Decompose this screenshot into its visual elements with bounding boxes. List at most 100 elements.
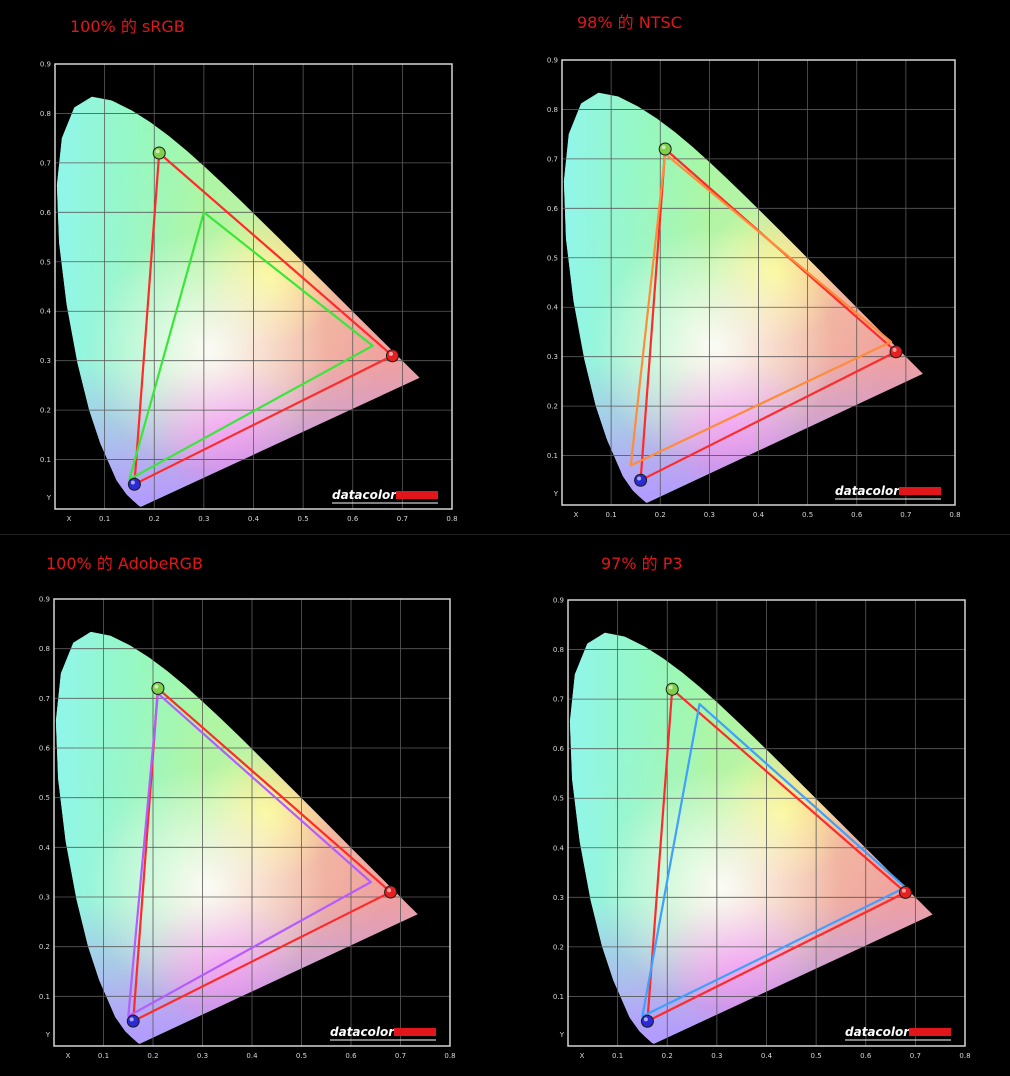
y-tick-label: 0.2	[39, 943, 50, 951]
x-tick-label: 0.6	[860, 1052, 872, 1060]
x-tick-label: 0.3	[198, 515, 209, 523]
panel-divider	[0, 534, 1010, 535]
y-tick-label: 0.8	[39, 645, 50, 653]
y-tick-label: 0.5	[553, 795, 564, 803]
primary-marker-highlight	[637, 476, 642, 481]
y-tick-label: 0.1	[40, 456, 51, 464]
datacolor-logo-bar	[909, 1028, 951, 1036]
x-tick-label: 0.3	[704, 511, 715, 519]
x-tick-label: 0.8	[444, 1052, 455, 1060]
y-axis-label: Y	[46, 494, 52, 502]
cie-chart-adobergb: 0.1 0.2 0.3 0.4 0.5 0.6 0.7 0.8 0.1 0.2 0.3 0.4 0.5 0…	[39, 596, 456, 1061]
y-tick-label: 0.3	[547, 353, 558, 361]
primary-marker-highlight	[892, 347, 897, 352]
primary-marker-highlight	[129, 1017, 134, 1022]
x-tick-label: 0.6	[347, 515, 359, 523]
x-tick-label: 0.2	[655, 511, 666, 519]
datacolor-logo-bar	[899, 487, 941, 495]
primary-marker-highlight	[661, 145, 666, 150]
primary-marker	[127, 477, 141, 491]
y-tick-label: 0.9	[39, 596, 50, 604]
x-tick-label: 0.2	[149, 515, 160, 523]
x-tick-label: 0.7	[900, 511, 911, 519]
primary-marker-highlight	[130, 480, 135, 485]
y-tick-label: 0.8	[553, 646, 564, 654]
x-tick-label: 0.2	[147, 1052, 158, 1060]
y-tick-label: 0.5	[40, 258, 51, 266]
x-tick-label: 0.1	[98, 1052, 109, 1060]
cie-chart-ntsc: 0.1 0.2 0.3 0.4 0.5 0.6 0.7 0.8 0.1 0.2 0.3 0.4 0.5 0…	[547, 57, 961, 520]
reference-gamut-triangle	[127, 692, 372, 1018]
plot-frame	[567, 599, 966, 1047]
primary-marker	[634, 473, 648, 487]
datacolor-logo: datacolor	[835, 484, 900, 498]
y-axis-label: Y	[553, 490, 559, 498]
x-axis-label: X	[66, 1052, 71, 1060]
x-tick-label: 0.5	[811, 1052, 822, 1060]
x-axis-label: X	[580, 1052, 585, 1060]
primary-marker	[126, 1014, 140, 1028]
y-tick-label: 0.6	[39, 745, 51, 753]
y-tick-label: 0.2	[40, 407, 51, 415]
primary-marker-highlight	[643, 1017, 648, 1022]
y-tick-label: 0.3	[553, 894, 564, 902]
y-tick-label: 0.6	[547, 205, 559, 213]
chart-panel-srgb: 100% 的 sRGB 0.1 0.2 0.3 0.4 0.5 0.6 0.7 0.8 0.1 0…	[0, 0, 505, 538]
x-tick-label: 0.4	[248, 515, 260, 523]
x-tick-label: 0.7	[910, 1052, 921, 1060]
x-tick-label: 0.8	[949, 511, 960, 519]
y-tick-label: 0.9	[547, 57, 558, 65]
y-axis-label: Y	[45, 1031, 51, 1039]
primary-marker-highlight	[388, 351, 393, 356]
datacolor-logo: datacolor	[330, 1025, 395, 1039]
x-tick-label: 0.2	[662, 1052, 673, 1060]
y-tick-label: 0.1	[547, 452, 558, 460]
y-tick-label: 0.3	[39, 894, 50, 902]
y-tick-label: 0.2	[547, 403, 558, 411]
x-tick-label: 0.8	[446, 515, 457, 523]
grid	[562, 60, 955, 505]
chart-panel-p3: 97% 的 P3 0.1 0.2 0.3 0.4 0.5 0.6 0.7 0.8 0.1 0.2 0…	[505, 538, 1010, 1076]
primary-marker-highlight	[668, 685, 673, 690]
primary-marker	[151, 681, 165, 695]
plot-frame	[53, 598, 451, 1047]
datacolor-logo-bar	[396, 491, 438, 499]
grid	[55, 64, 452, 509]
y-tick-label: 0.5	[39, 794, 50, 802]
x-tick-label: 0.6	[345, 1052, 357, 1060]
x-tick-label: 0.1	[99, 515, 110, 523]
y-tick-label: 0.4	[39, 844, 51, 852]
y-tick-label: 0.1	[553, 993, 564, 1001]
y-tick-label: 0.4	[553, 844, 565, 852]
reference-gamut-triangle	[641, 703, 907, 1018]
y-tick-label: 0.7	[547, 155, 558, 163]
measured-gamut-triangle	[132, 687, 392, 1023]
y-tick-label: 0.6	[553, 745, 565, 753]
chart-title: 100% 的 AdobeRGB	[46, 554, 204, 573]
primary-marker	[384, 885, 398, 899]
primary-marker	[665, 682, 679, 696]
datacolor-logo: datacolor	[332, 488, 397, 502]
x-tick-label: 0.6	[851, 511, 863, 519]
y-tick-label: 0.4	[547, 304, 559, 312]
plot-frame	[54, 63, 453, 510]
grid	[568, 600, 965, 1046]
primary-marker-highlight	[154, 684, 159, 689]
x-tick-label: 0.3	[197, 1052, 208, 1060]
y-tick-label: 0.7	[40, 159, 51, 167]
y-tick-label: 0.1	[39, 993, 50, 1001]
primary-marker-highlight	[155, 149, 160, 154]
y-tick-label: 0.7	[553, 696, 564, 704]
chromaticity-diagram	[569, 632, 933, 1044]
chart-panel-ntsc: 98% 的 NTSC 0.1 0.2 0.3 0.4 0.5 0.6 0.7 0.8 0.1 0.…	[505, 0, 1010, 538]
primary-marker-highlight	[901, 888, 906, 893]
reference-gamut-triangle	[128, 211, 374, 481]
chart-title: 100% 的 sRGB	[70, 17, 185, 36]
measured-gamut-triangle	[133, 151, 394, 486]
primary-marker	[152, 146, 166, 160]
y-tick-label: 0.7	[39, 695, 50, 703]
grid	[54, 599, 450, 1046]
cie-chart-p3: 0.1 0.2 0.3 0.4 0.5 0.6 0.7 0.8 0.1 0.2 0.3 0.4 0.5 0…	[553, 597, 971, 1061]
x-tick-label: 0.5	[298, 515, 309, 523]
x-tick-label: 0.3	[711, 1052, 722, 1060]
